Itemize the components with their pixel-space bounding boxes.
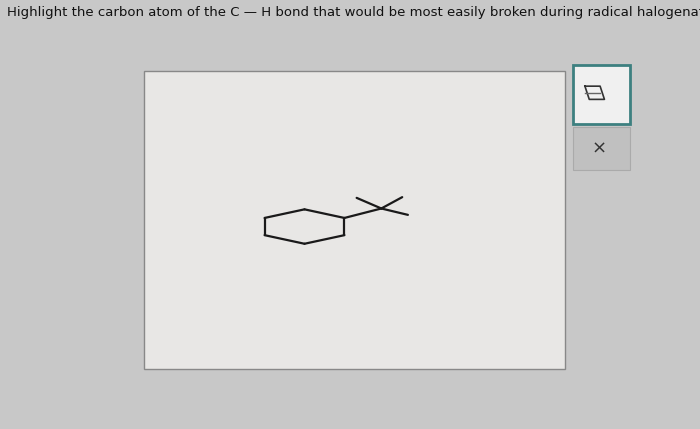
Text: ×: × [591, 140, 606, 158]
FancyBboxPatch shape [144, 71, 565, 369]
Text: Highlight the carbon atom of the C — H bond that would be most easily broken dur: Highlight the carbon atom of the C — H b… [7, 6, 700, 19]
FancyBboxPatch shape [573, 127, 630, 170]
FancyBboxPatch shape [573, 65, 630, 124]
